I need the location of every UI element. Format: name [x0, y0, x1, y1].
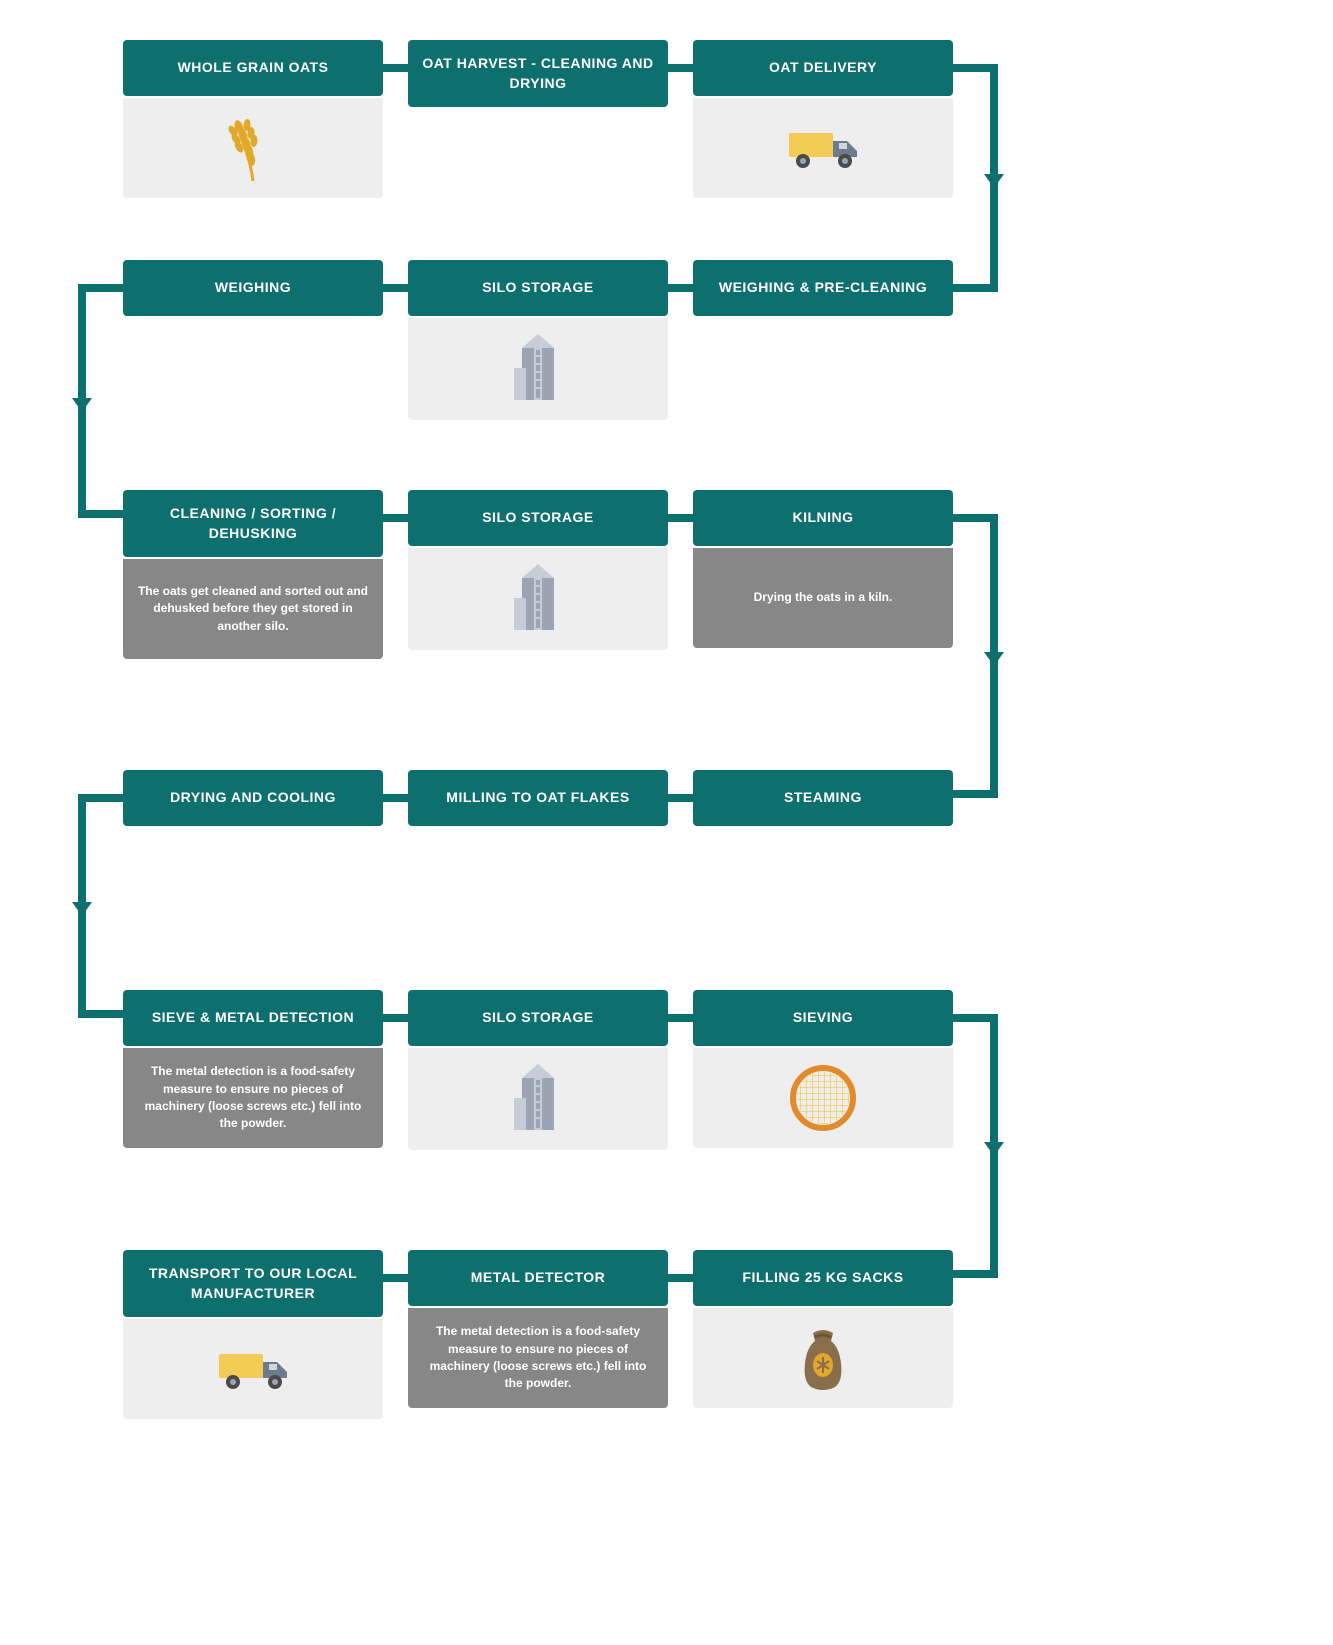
sieve-icon — [788, 1063, 858, 1133]
connector — [383, 1274, 408, 1282]
sack-icon — [795, 1323, 851, 1393]
node-whole-grain-oats: WHOLE GRAIN OATS — [123, 40, 383, 198]
connector — [383, 284, 408, 292]
node-body: The metal detection is a food-safety mea… — [408, 1308, 668, 1408]
node-body — [408, 318, 668, 420]
node-sieve-metal-detection: SIEVE & METAL DETECTION The metal detect… — [123, 990, 383, 1148]
node-body — [693, 98, 953, 198]
node-body — [123, 1319, 383, 1419]
node-body: Drying the oats in a kiln. — [693, 548, 953, 648]
node-weighing: WEIGHING — [123, 260, 383, 316]
node-header: SIEVING — [693, 990, 953, 1046]
connector — [78, 510, 123, 518]
node-kilning: KILNING Drying the oats in a kiln. — [693, 490, 953, 648]
node-oat-delivery: OAT DELIVERY — [693, 40, 953, 198]
connector — [668, 64, 693, 72]
node-header: WEIGHING & PRE-CLEANING — [693, 260, 953, 316]
node-drying-cooling: DRYING AND COOLING — [123, 770, 383, 826]
node-filling-sacks: FILLING 25 KG SACKS — [693, 1250, 953, 1408]
arrow-down-icon — [72, 398, 92, 412]
node-body — [408, 548, 668, 650]
node-header: DRYING AND COOLING — [123, 770, 383, 826]
node-weighing-precleaning: WEIGHING & PRE-CLEANING — [693, 260, 953, 316]
node-header: METAL DETECTOR — [408, 1250, 668, 1306]
silo-icon — [508, 1060, 568, 1138]
connector — [668, 794, 693, 802]
node-cleaning-sorting-dehusking: CLEANING / SORTING / DEHUSKING The oats … — [123, 490, 383, 659]
arrow-down-icon — [72, 902, 92, 916]
connector — [383, 64, 408, 72]
wheat-icon — [223, 113, 283, 183]
truck-icon — [213, 1344, 293, 1394]
node-metal-detector: METAL DETECTOR The metal detection is a … — [408, 1250, 668, 1408]
node-header: SIEVE & METAL DETECTION — [123, 990, 383, 1046]
node-header: OAT DELIVERY — [693, 40, 953, 96]
node-header: WHOLE GRAIN OATS — [123, 40, 383, 96]
connector — [668, 1014, 693, 1022]
node-sieving: SIEVING — [693, 990, 953, 1148]
arrow-down-icon — [984, 174, 1004, 188]
connector — [668, 514, 693, 522]
node-header: TRANSPORT TO OUR LOCAL MANUFACTURER — [123, 1250, 383, 1317]
node-header: KILNING — [693, 490, 953, 546]
truck-icon — [783, 123, 863, 173]
node-silo-storage-3: SILO STORAGE — [408, 990, 668, 1150]
connector — [953, 1270, 998, 1278]
node-oat-harvest: OAT HARVEST - CLEANING AND DRYING — [408, 40, 668, 107]
node-header: MILLING TO OAT FLAKES — [408, 770, 668, 826]
connector — [383, 1014, 408, 1022]
node-body — [408, 1048, 668, 1150]
connector — [78, 1010, 123, 1018]
node-header: OAT HARVEST - CLEANING AND DRYING — [408, 40, 668, 107]
node-header: SILO STORAGE — [408, 990, 668, 1046]
node-header: FILLING 25 KG SACKS — [693, 1250, 953, 1306]
node-milling: MILLING TO OAT FLAKES — [408, 770, 668, 826]
silo-icon — [508, 330, 568, 408]
node-body — [693, 1308, 953, 1408]
node-header: SILO STORAGE — [408, 490, 668, 546]
connector — [668, 1274, 693, 1282]
connector — [668, 284, 693, 292]
node-body — [693, 1048, 953, 1148]
connector — [953, 284, 998, 292]
node-header: WEIGHING — [123, 260, 383, 316]
node-silo-storage-2: SILO STORAGE — [408, 490, 668, 650]
connector — [953, 790, 998, 798]
arrow-down-icon — [984, 1142, 1004, 1156]
node-header: SILO STORAGE — [408, 260, 668, 316]
node-body: The oats get cleaned and sorted out and … — [123, 559, 383, 659]
node-silo-storage-1: SILO STORAGE — [408, 260, 668, 420]
node-steaming: STEAMING — [693, 770, 953, 826]
node-body: The metal detection is a food-safety mea… — [123, 1048, 383, 1148]
oat-process-flowchart: WHOLE GRAIN OATS — [0, 20, 1333, 1625]
node-header: STEAMING — [693, 770, 953, 826]
connector — [383, 794, 408, 802]
node-body — [123, 98, 383, 198]
silo-icon — [508, 560, 568, 638]
connector — [383, 514, 408, 522]
arrow-down-icon — [984, 652, 1004, 666]
node-transport: TRANSPORT TO OUR LOCAL MANUFACTURER — [123, 1250, 383, 1419]
node-header: CLEANING / SORTING / DEHUSKING — [123, 490, 383, 557]
